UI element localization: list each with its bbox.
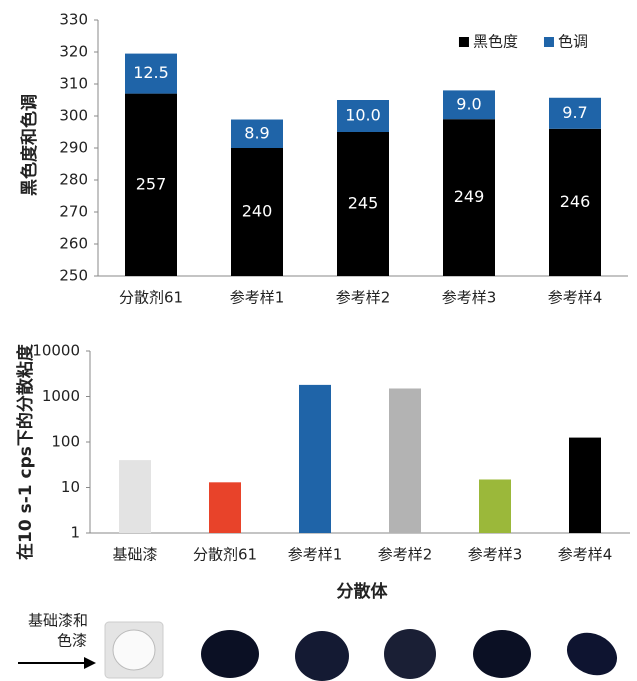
- legend-swatch: [458, 37, 469, 47]
- samples-label: 基础漆和: [28, 612, 88, 630]
- data-label: 9.7: [562, 103, 587, 122]
- arrow: [18, 657, 96, 669]
- bar: [299, 384, 331, 533]
- y-tick-label: 10000: [32, 342, 80, 360]
- bar-segment: [231, 148, 283, 276]
- y-tick-label: 1000: [42, 387, 80, 405]
- bar-annotation: 245: [348, 194, 379, 213]
- bar-segment: [337, 132, 389, 276]
- y-axis-title: 黑色度和色调: [19, 94, 40, 196]
- x-tick-label: 参考样1: [288, 546, 343, 564]
- samples-label: 色漆: [57, 632, 87, 650]
- x-tick-label: 参考样3: [442, 289, 497, 307]
- y-tick-label: 1: [70, 524, 80, 542]
- x-tick-label: 分散剂61: [193, 546, 257, 564]
- data-label: 9.0: [456, 94, 481, 113]
- bar-annotation: 246: [560, 192, 591, 211]
- y-tick-label: 330: [59, 11, 88, 29]
- y-tick-label: 100: [51, 433, 80, 451]
- y-tick-label: 260: [59, 235, 88, 253]
- bar: [389, 388, 421, 533]
- x-tick-label: 参考样4: [558, 546, 613, 564]
- y-tick-label: 320: [59, 43, 88, 61]
- bar: [479, 479, 511, 533]
- y-axis-title: 在10 s-1 cps下的分散粘度: [15, 343, 36, 560]
- legend-label: 色调: [558, 33, 588, 51]
- x-tick-label: 参考样1: [230, 289, 285, 307]
- bar-segment: [231, 119, 283, 148]
- y-tick-label: 280: [59, 171, 88, 189]
- bar-annotation: 257: [136, 174, 167, 193]
- y-tick-label: 250: [59, 267, 88, 285]
- x-tick-label: 分散剂61: [119, 289, 183, 307]
- legend-label: 黑色度: [473, 33, 518, 51]
- bar-segment: [337, 100, 389, 132]
- bar: [569, 437, 601, 533]
- x-tick-label: 参考样4: [548, 289, 603, 307]
- x-tick-label: 参考样3: [468, 546, 523, 564]
- bar-segment: [125, 93, 177, 276]
- bar-segment: [549, 128, 601, 276]
- bar: [119, 460, 151, 533]
- y-tick-label: 300: [59, 107, 88, 125]
- bar-segment: [443, 90, 495, 120]
- y-tick-label: 290: [59, 139, 88, 157]
- bar-annotation: 240: [242, 202, 273, 221]
- y-tick-label: 270: [59, 203, 88, 221]
- x-tick-label: 基础漆: [112, 546, 157, 564]
- bar-segment: [125, 53, 177, 94]
- bar: [209, 482, 241, 533]
- bar-annotation: 249: [454, 187, 485, 206]
- bar-segment: [549, 97, 601, 129]
- bar-segment: [443, 119, 495, 276]
- x-tick-label: 参考样2: [378, 546, 433, 564]
- x-tick-label: 参考样2: [336, 289, 391, 307]
- x-axis-title: 分散体: [337, 581, 389, 602]
- legend-swatch: [543, 37, 554, 47]
- data-label: 12.5: [133, 63, 169, 82]
- sample-photos: [104, 621, 618, 681]
- data-label: 10.0: [345, 106, 381, 125]
- y-tick-label: 10: [61, 478, 80, 496]
- y-tick-label: 310: [59, 75, 88, 93]
- data-label: 8.9: [244, 123, 269, 142]
